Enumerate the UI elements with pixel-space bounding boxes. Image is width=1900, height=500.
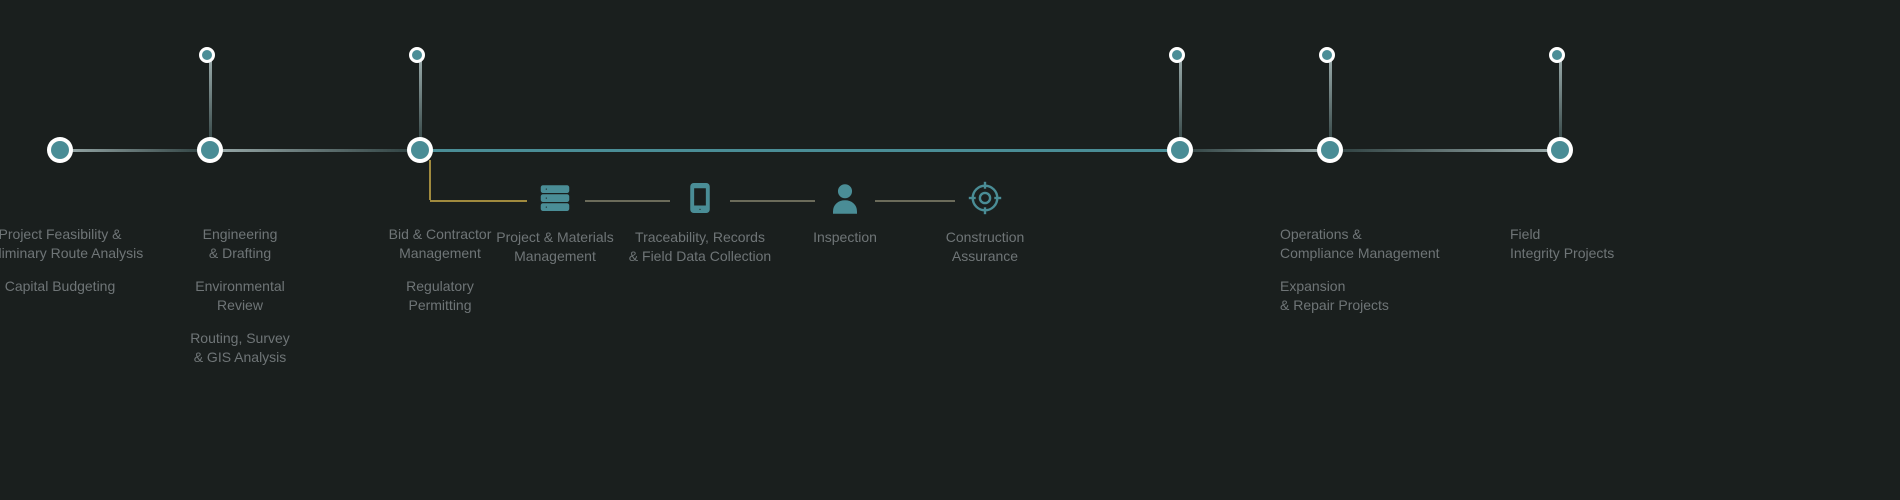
- label-line: Expansion: [1280, 277, 1500, 296]
- column-label: Operations &Compliance Management: [1280, 225, 1500, 263]
- column-label: EnvironmentalReview: [150, 277, 330, 315]
- timeline-segment: [1330, 149, 1560, 152]
- sub-drop-line: [429, 160, 431, 200]
- node-main-inner: [1171, 141, 1189, 159]
- sub-icon-label: ConstructionAssurance: [895, 228, 1075, 266]
- label-line: Operations &: [1280, 225, 1500, 244]
- timeline-diagram: Project Feasibility &Preliminary Route A…: [0, 0, 1900, 500]
- sub-connector: [585, 200, 670, 202]
- timeline-segment: [60, 149, 210, 152]
- timeline-segment: [210, 149, 420, 152]
- node-main-inner: [1551, 141, 1569, 159]
- node-small: [409, 47, 425, 63]
- column-label: Project Feasibility &Preliminary Route A…: [0, 225, 150, 263]
- node-small: [1319, 47, 1335, 63]
- sub-connector: [730, 200, 815, 202]
- node-main: [1167, 137, 1193, 163]
- label-line: & Field Data Collection: [610, 247, 790, 266]
- label-line: Preliminary Route Analysis: [0, 244, 150, 263]
- sub-line: [430, 200, 527, 202]
- node-main: [1317, 137, 1343, 163]
- node-main-inner: [51, 141, 69, 159]
- label-line: & Drafting: [150, 244, 330, 263]
- label-line: Construction: [895, 228, 1075, 247]
- label-line: Environmental: [150, 277, 330, 296]
- node-small: [199, 47, 215, 63]
- tablet-icon: [680, 180, 720, 221]
- label-line: Review: [150, 296, 330, 315]
- column-label: Routing, Survey& GIS Analysis: [150, 329, 330, 367]
- node-main-inner: [1321, 141, 1339, 159]
- column-label: Capital Budgeting: [0, 277, 150, 296]
- column-label: Expansion& Repair Projects: [1280, 277, 1500, 315]
- node-main-inner: [201, 141, 219, 159]
- target-icon: [965, 180, 1005, 221]
- label-line: Engineering: [150, 225, 330, 244]
- label-line: Routing, Survey: [150, 329, 330, 348]
- sub-connector: [875, 200, 955, 202]
- column-label: RegulatoryPermitting: [350, 277, 530, 315]
- timeline-segment: [1180, 149, 1330, 152]
- label-line: Field: [1510, 225, 1730, 244]
- node-small: [1549, 47, 1565, 63]
- node-main-inner: [411, 141, 429, 159]
- server-icon: [535, 180, 575, 221]
- label-line: & GIS Analysis: [150, 348, 330, 367]
- node-small: [1169, 47, 1185, 63]
- node-main: [197, 137, 223, 163]
- label-line: Assurance: [895, 247, 1075, 266]
- label-line: Regulatory: [350, 277, 530, 296]
- label-line: Project Feasibility &: [0, 225, 150, 244]
- node-main: [47, 137, 73, 163]
- label-line: Permitting: [350, 296, 530, 315]
- timeline-segment: [420, 149, 1180, 152]
- label-line: Capital Budgeting: [0, 277, 150, 296]
- label-line: Compliance Management: [1280, 244, 1500, 263]
- label-line: Integrity Projects: [1510, 244, 1730, 263]
- node-main: [1547, 137, 1573, 163]
- label-line: & Repair Projects: [1280, 296, 1500, 315]
- column-label: FieldIntegrity Projects: [1510, 225, 1730, 263]
- person-icon: [825, 180, 865, 221]
- column-label: Engineering& Drafting: [150, 225, 330, 263]
